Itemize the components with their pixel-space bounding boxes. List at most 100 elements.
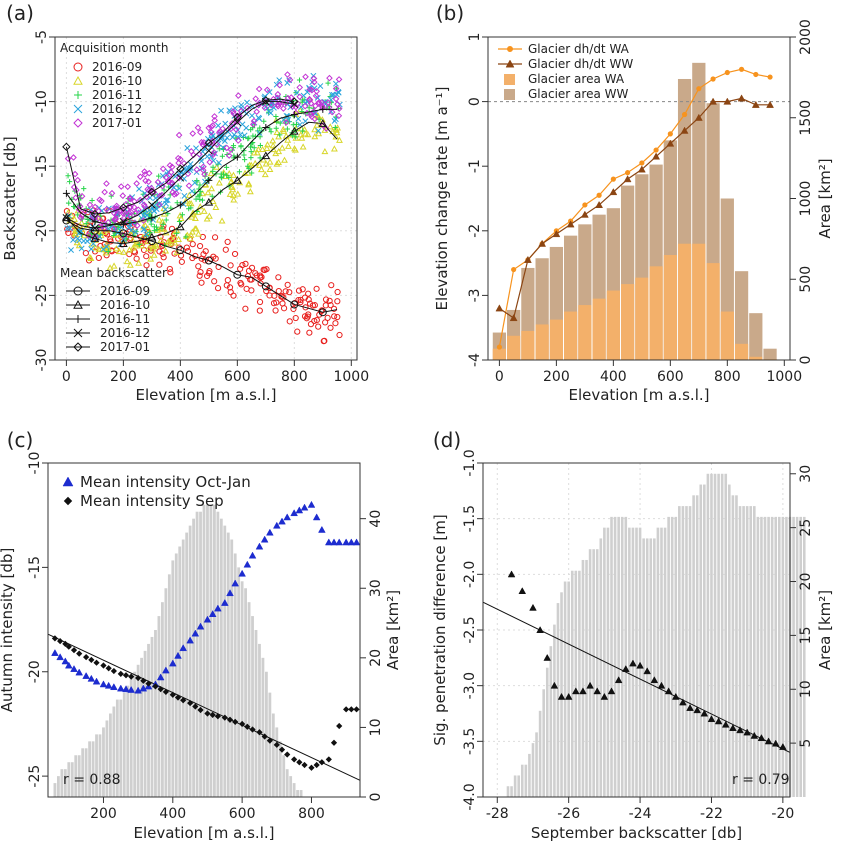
scatter-point-2016-11: [151, 228, 157, 234]
histogram-bar: [553, 624, 556, 797]
y-axis-label-c: Autumn intensity [db]: [0, 548, 16, 713]
histogram-bar: [770, 516, 774, 797]
point-Penetration difference: [700, 709, 709, 717]
point-Mean intensity Sep: [284, 751, 291, 758]
scatter-point-2016-09: [275, 288, 282, 295]
histogram-bar: [178, 546, 182, 797]
scatter-point-2016-10: [158, 225, 166, 232]
histogram-bar: [74, 755, 78, 797]
scatter-point-2016-10: [284, 136, 292, 143]
point-Glacier dh/dt WW: [766, 100, 774, 108]
histogram-bar: [642, 538, 645, 797]
point-Mean intensity Oct-Jan: [196, 622, 205, 630]
point-Mean intensity Oct-Jan: [300, 503, 309, 511]
y2-axis-c-tick-label: 40: [368, 510, 384, 528]
scatter-point-2016-10: [228, 183, 236, 190]
scatter-point-2017-01: [310, 75, 318, 82]
x-axis-d-tick-label: -24: [629, 806, 652, 822]
point-Glacier dh/dt WW: [580, 210, 589, 218]
legend-label-2016-11: 2016-11: [92, 88, 142, 102]
point-Penetration difference: [650, 676, 659, 684]
point-Glacier dh/dt WA: [738, 66, 745, 72]
scatter-point-2016-09: [278, 293, 285, 300]
mean-marker-2016-12: [204, 146, 213, 155]
scatter-point-2017-01: [95, 215, 102, 222]
scatter-point-2016-10: [313, 121, 321, 128]
scatter-point-2017-01: [228, 119, 236, 127]
scatter-point-2017-01: [308, 86, 316, 94]
point-Mean intensity Oct-Jan: [278, 517, 286, 525]
scatter-point-2016-10: [229, 191, 237, 199]
histogram-bar: [545, 667, 549, 797]
mean-marker-2016-09: [290, 300, 299, 309]
scatter-point-2016-12: [256, 129, 263, 136]
x-axis-c-tick-label: 200: [90, 806, 117, 822]
scatter-point-2016-11: [195, 193, 201, 199]
x-axis-d-tick-label: -22: [700, 806, 723, 822]
legend-swatch-Glacier area WW: [504, 89, 515, 100]
scatter-point-2016-09: [280, 294, 287, 301]
point-Mean intensity Sep: [169, 691, 176, 698]
histogram-bar: [167, 574, 171, 797]
scatter-point-2016-10: [192, 225, 200, 232]
point-Penetration difference: [757, 734, 766, 741]
legend-marker-Glacier dh/dt WW: [505, 59, 515, 68]
scatter-point-2016-10: [321, 126, 329, 133]
histogram-bar: [649, 538, 653, 797]
x-axis-a-tick-label: 1000: [333, 369, 369, 385]
histogram-bar: [63, 769, 67, 797]
scatter-point-2017-01: [209, 137, 216, 145]
line-Glacier dh/dt WW: [499, 97, 771, 319]
histogram-bar: [219, 518, 223, 797]
point-Mean intensity Oct-Jan: [156, 673, 165, 681]
scatter-point-2016-11: [248, 149, 254, 155]
scatter-point-2016-09: [284, 281, 291, 288]
scatter-point-2017-01: [91, 233, 99, 240]
y2-axis-label-b: Area [km²]: [816, 158, 834, 238]
scatter-point-2016-10: [120, 248, 128, 255]
histogram-bar: [161, 602, 164, 797]
point-Mean intensity Sep: [93, 659, 100, 666]
histogram-bar: [735, 495, 738, 797]
scatter-point-2017-01: [335, 105, 343, 112]
scatter-point-2016-12: [96, 233, 103, 240]
x-axis-b-tick-label: 600: [657, 369, 684, 385]
histogram-bar: [126, 685, 130, 797]
histogram-bar: [753, 506, 756, 797]
x-axis-d-tick-label: -28: [486, 806, 509, 822]
scatter-point-2016-11: [148, 221, 154, 227]
scatter-point-2016-12: [311, 85, 318, 92]
histogram-bar: [510, 786, 513, 797]
scatter-point-2017-01: [171, 191, 178, 198]
scatter-point-2017-01: [234, 137, 242, 144]
scatter-point-2016-11: [257, 125, 263, 131]
scatter-point-2016-09: [64, 226, 71, 233]
bar-area-ww: [763, 348, 777, 360]
bar-area-wa: [620, 284, 635, 360]
scatter-point-2017-01: [211, 113, 218, 120]
legend-label-2017-01: 2017-01: [92, 116, 142, 130]
scatter-point-2016-12: [164, 197, 171, 204]
point-Glacier dh/dt WA: [625, 170, 631, 176]
scatter-point-2016-12: [266, 89, 273, 96]
scatter-point-2016-11: [70, 203, 77, 210]
histogram-bar: [581, 559, 585, 797]
histogram-bar: [98, 734, 102, 797]
correlation-annotation-d: r = 0.79: [732, 772, 790, 788]
scatter-point-2016-10: [330, 145, 338, 152]
point-Mean intensity Sep: [325, 756, 332, 763]
point-Penetration difference: [507, 570, 516, 578]
histogram-bar: [513, 775, 517, 797]
scatter-point-2016-10: [333, 129, 341, 136]
mean-marker-2016-10: [204, 197, 214, 206]
scatter-point-2016-11: [198, 189, 204, 195]
scatter-point-2016-10: [311, 126, 319, 133]
scatter-point-2017-01: [167, 168, 175, 176]
point-Mean intensity Sep: [70, 647, 78, 654]
scatter-point-2016-11: [81, 186, 87, 192]
scatter-point-2016-12: [184, 145, 191, 151]
scatter-point-2017-01: [301, 102, 309, 110]
scatter-point-2016-10: [199, 190, 207, 197]
point-Penetration difference: [750, 731, 759, 739]
point-Penetration difference: [557, 692, 566, 700]
